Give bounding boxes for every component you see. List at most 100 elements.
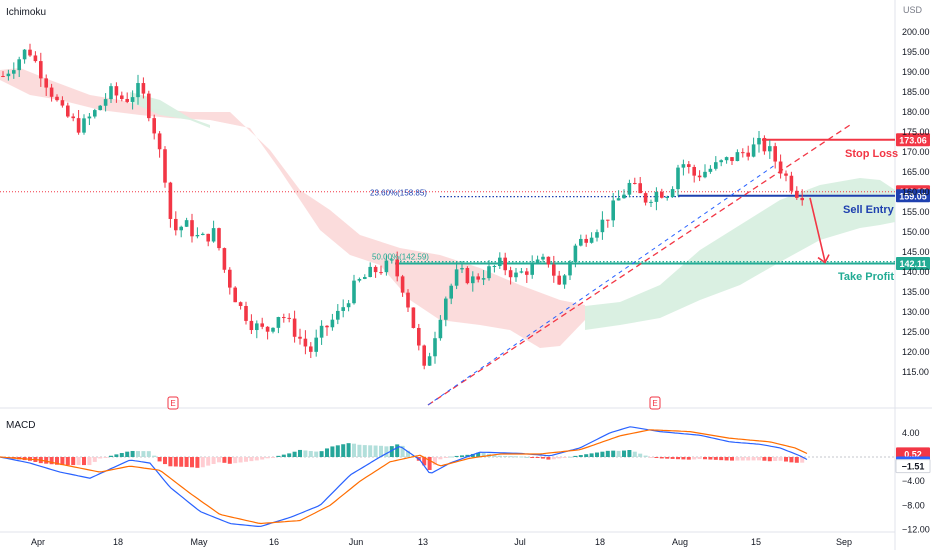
candle-body	[190, 220, 194, 237]
time-tick-label: 16	[269, 537, 279, 547]
macd-histogram-bar	[616, 450, 621, 457]
time-tick-label: 13	[418, 537, 428, 547]
candle-body	[287, 317, 291, 319]
candle-body	[255, 323, 259, 331]
macd-histogram-bar	[676, 457, 680, 460]
candle-body	[476, 276, 480, 280]
candle-body	[692, 166, 696, 176]
macd-histogram-bar	[163, 457, 167, 465]
macd-histogram-bar	[227, 457, 232, 464]
candle-body	[249, 320, 254, 331]
candle-body	[184, 220, 189, 227]
macd-histogram-bar	[719, 457, 724, 461]
candle-body	[276, 317, 281, 328]
time-tick-label: 18	[595, 537, 605, 547]
candle-body	[163, 149, 167, 183]
candle-body	[498, 257, 502, 267]
price-tick-label: 115.00	[902, 367, 929, 377]
macd-histogram-bar	[422, 457, 427, 466]
macd-histogram-bar	[730, 457, 734, 461]
price-badge	[896, 257, 930, 271]
candle-body	[519, 271, 524, 273]
candle-body	[136, 83, 140, 98]
candles	[1, 43, 804, 370]
macd-histogram-bar	[49, 457, 54, 465]
macd-histogram-bar	[692, 457, 697, 460]
candle-body	[384, 260, 389, 273]
time-tick-label: Jun	[349, 537, 364, 547]
candle-body	[228, 269, 232, 288]
candle-body	[687, 164, 691, 167]
macd-histogram-bar	[352, 443, 356, 457]
macd-tick-label: −12.00	[902, 525, 930, 535]
macd-histogram-bar	[546, 457, 551, 460]
macd-histogram-bar	[497, 455, 502, 457]
candle-body	[141, 83, 146, 94]
macd-histogram-bar	[357, 444, 362, 457]
price-tick-label: 175.00	[902, 127, 930, 137]
macd-histogram-bar	[395, 444, 400, 457]
candle-body	[22, 49, 27, 60]
macd-badge	[895, 459, 931, 474]
candle-body	[778, 161, 783, 174]
candle-body	[454, 269, 459, 286]
candle-body	[427, 356, 432, 366]
level-label: Sell Entry	[843, 204, 895, 216]
candle-body	[12, 70, 16, 74]
cloud-bearish	[0, 68, 585, 348]
candle-body	[676, 167, 680, 190]
macd-pane: 4.000.00−4.00−8.00−12.000.52−1.00−1.51	[0, 426, 931, 535]
time-tick-label: Sep	[836, 537, 852, 547]
macd-histogram-bar	[632, 451, 637, 457]
candle-body	[325, 325, 329, 328]
macd-histogram-bar	[314, 451, 319, 457]
candle-body	[654, 191, 659, 202]
price-badge-label: 142.11	[899, 259, 926, 269]
macd-histogram-bar	[568, 456, 572, 458]
candle-body	[238, 302, 243, 306]
macd-histogram-bar	[465, 454, 470, 457]
candle-body	[487, 266, 491, 279]
macd-histogram-bar	[109, 455, 113, 457]
candle-body	[282, 317, 286, 319]
macd-histogram-bar	[724, 457, 729, 461]
candle-body	[552, 264, 556, 276]
macd-histogram-bar	[98, 457, 103, 459]
macd-histogram-bar	[179, 457, 184, 467]
candle-body	[708, 168, 713, 172]
candle-body	[179, 226, 183, 231]
candle-body	[222, 248, 227, 270]
macd-histogram-bar	[65, 457, 70, 466]
indicator-title: Ichimoku	[6, 7, 46, 18]
candle-body	[784, 173, 788, 176]
horizontal-lines	[0, 138, 895, 265]
macd-histogram-bar	[292, 451, 297, 457]
candle-body	[768, 146, 772, 152]
macd-histogram-bar	[757, 457, 761, 461]
candle-body	[6, 73, 11, 77]
candle-body	[606, 219, 610, 221]
macd-histogram-bar	[492, 454, 497, 457]
candle-body	[611, 200, 615, 221]
candle-body	[530, 263, 534, 275]
macd-tick-label: −8.00	[902, 500, 925, 510]
candle-body	[39, 61, 43, 79]
macd-histogram-bar	[341, 444, 346, 457]
macd-histogram-bar	[346, 443, 351, 457]
candle-body	[762, 137, 767, 152]
price-tick-label: 170.00	[902, 147, 930, 157]
price-badge	[896, 133, 930, 147]
candle-body	[741, 152, 745, 154]
time-tick-label: Jul	[514, 537, 526, 547]
price-tick-label: 120.00	[902, 347, 930, 357]
macd-histogram-bar	[200, 457, 205, 468]
macd-histogram-bar	[708, 457, 713, 460]
candle-body	[514, 272, 518, 278]
macd-histogram-bar	[735, 457, 740, 461]
macd-histogram-bar	[443, 457, 448, 458]
macd-histogram-bar	[260, 457, 265, 460]
candle-body	[314, 337, 318, 352]
macd-histogram-bar	[379, 445, 383, 457]
